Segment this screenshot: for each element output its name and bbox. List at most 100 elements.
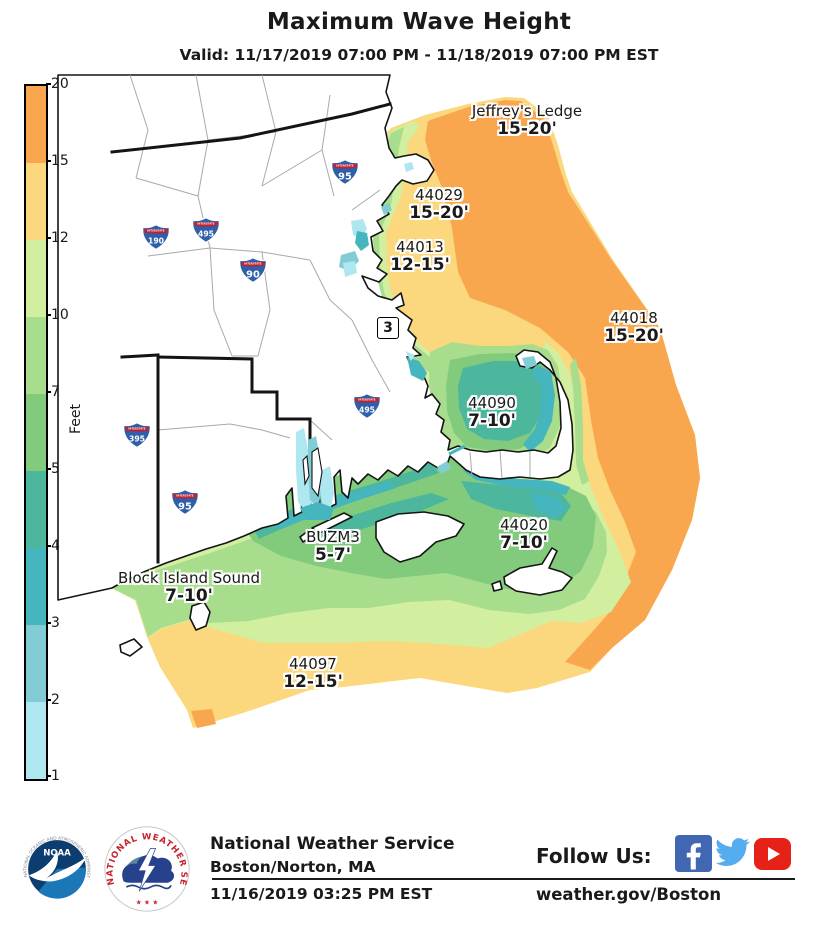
colorbar-tick: 10 [51, 307, 69, 323]
colorbar-segment [26, 471, 46, 548]
valid-period: Valid: 11/17/2019 07:00 PM - 11/18/2019 … [179, 46, 659, 64]
station-label-block-island-sound: Block Island Sound 7-10' [118, 569, 260, 605]
colorbar-segment [26, 317, 46, 394]
interstate-495-south-shield: INTERSTATE 495 [353, 393, 381, 420]
station-name: 44029 [415, 186, 463, 204]
youtube-icon [754, 838, 791, 870]
ma-nh-border [110, 102, 392, 154]
interstate-495-shield: INTERSTATE 495 [192, 217, 220, 244]
colorbar-tick: 20 [51, 76, 69, 92]
colorbar-segment [26, 394, 46, 471]
block-island [189, 601, 211, 631]
footer-follow-us: Follow Us: [536, 844, 652, 868]
nantucket [503, 547, 573, 596]
nws-stars: ★ ★ ★ [136, 898, 159, 906]
region-15-20ft-south-patch [191, 709, 216, 728]
conanicut-island [302, 454, 310, 487]
interstate-banner: INTERSTATE [176, 495, 194, 498]
route-number: 190 [148, 237, 164, 246]
station-wave-height: 12-15' [390, 254, 450, 275]
route-number: 395 [129, 435, 145, 444]
county-borders [129, 74, 531, 479]
interstate-banner: INTERSTATE [358, 399, 376, 402]
cape-cod-bay-fill [429, 342, 562, 461]
station-name: 44013 [396, 238, 444, 256]
colorbar-tickmark [46, 314, 51, 316]
interstate-banner: INTERSTATE [336, 165, 354, 168]
colorbar-tickmark [46, 160, 51, 162]
station-name: Block Island Sound [118, 569, 260, 587]
colorbar-segment [26, 163, 46, 240]
route-number: 90 [246, 269, 260, 280]
interstate-395-shield: INTERSTATE 395 [123, 422, 151, 449]
station-label-44029: 44029 15-20' [409, 186, 469, 223]
route-number: 495 [198, 230, 214, 239]
colorbar-tick: 1 [51, 768, 60, 784]
colorbar-unit-label: Feet [68, 404, 84, 435]
noaa-wordmark: NOAA [43, 849, 71, 859]
colorbar-segment [26, 240, 46, 317]
colorbar-segment [26, 548, 46, 625]
interstate-banner: INTERSTATE [197, 223, 215, 226]
region-15-20ft [425, 100, 700, 670]
region-7-10ft-outer-cape-fringe [570, 358, 589, 485]
colorbar-tickmark [46, 391, 51, 393]
station-wave-height: 12-15' [283, 671, 343, 692]
route-number: 95 [338, 171, 352, 182]
tuckernuck-island [491, 580, 503, 592]
colorbar-tick: 4 [51, 538, 60, 554]
station-label-jeffreys-ledge: Jeffrey's Ledge 15-20' [471, 102, 583, 139]
state-route-3-marker: 3 [377, 317, 399, 339]
seagull-icon [28, 850, 87, 882]
station-label-44097: 44097 12-15' [283, 655, 343, 692]
interstate-banner: INTERSTATE [244, 263, 262, 266]
colorbar-tickmark [46, 622, 51, 624]
station-name: 44020 [500, 516, 548, 534]
nws-logo: NATIONAL WEATHER SERVICE ★ ★ ★ [104, 826, 190, 912]
station-name: Jeffrey's Ledge [471, 102, 583, 120]
interstate-190-shield: INTERSTATE 190 [142, 224, 170, 251]
colorbar-tick: 12 [51, 230, 69, 246]
aquidneck-island [311, 447, 323, 498]
station-wave-height: 5-7' [315, 544, 351, 565]
colorbar-tickmark [46, 237, 51, 239]
facebook-icon [675, 835, 712, 872]
colorbar-segment [26, 625, 46, 702]
colorbar-tick: 5 [51, 461, 60, 477]
elizabeth-islands [311, 512, 353, 534]
route-number: 95 [178, 501, 192, 512]
footer-divider [212, 878, 795, 880]
colorbar-tick: 3 [51, 615, 60, 631]
interstate-banner: INTERSTATE [147, 230, 165, 233]
station-wave-height: 7-10' [468, 410, 516, 431]
page-title: Maximum Wave Height [266, 9, 572, 35]
station-label-44013: 44013 12-15' [390, 238, 450, 275]
station-wave-height: 15-20' [409, 202, 469, 223]
noaa-logo: NATIONAL OCEANIC AND ATMOSPHERIC ADMINIS… [18, 830, 96, 908]
lightning-bolt-icon [137, 848, 157, 892]
station-name: 44018 [610, 309, 658, 327]
colorbar-tickmark [46, 775, 51, 777]
colorbar-tickmark [46, 468, 51, 470]
footer-office: Boston/Norton, MA [210, 858, 376, 876]
colorbar-tick: 15 [51, 153, 69, 169]
route-number: 495 [359, 406, 375, 415]
station-wave-height: 15-20' [497, 118, 557, 139]
footer-issued-time: 11/16/2019 03:25 PM EST [210, 885, 433, 903]
montauk-point [119, 638, 143, 657]
twitter-icon [715, 838, 750, 866]
colorbar-tickmark [46, 83, 51, 85]
colorbar-segment [26, 86, 46, 163]
station-name: BUZM3 [306, 528, 360, 546]
interstate-banner: INTERSTATE [128, 428, 146, 431]
station-label-44018: 44018 15-20' [604, 309, 664, 345]
station-label-44020: 44020 7-10' [500, 516, 548, 552]
footer-website: weather.gov/Boston [536, 885, 722, 904]
interstate-95-south-shield: INTERSTATE 95 [171, 489, 199, 516]
wave-height-colorbar [24, 84, 48, 781]
station-name: 44097 [289, 655, 337, 673]
ct-ri-border [120, 353, 160, 564]
station-label-buzm3: BUZM3 5-7' [306, 528, 360, 565]
colorbar-tick: 7 [51, 384, 60, 400]
